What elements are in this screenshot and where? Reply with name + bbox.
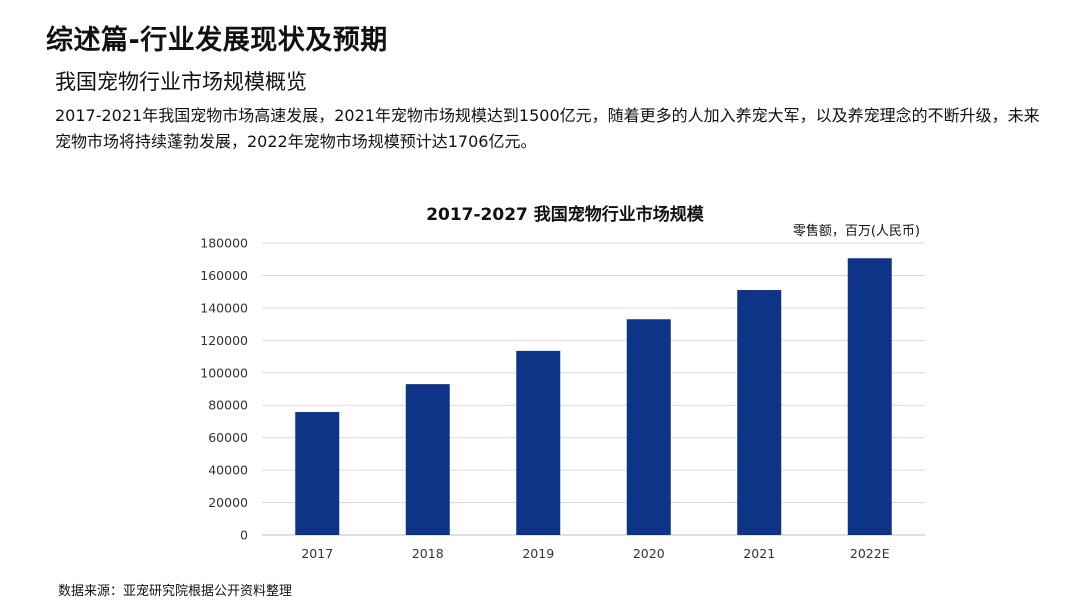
x-tick-label: 2019 — [522, 546, 554, 561]
chart-title: 2017-2027 我国宠物行业市场规模 — [426, 205, 704, 225]
y-axis-ticks: 0 20000 40000 60000 80000 100000 120000 140000 1… — [200, 236, 248, 543]
y-tick-label: 60000 — [208, 430, 248, 445]
y-tick-label: 80000 — [208, 398, 248, 413]
grid-lines — [262, 242, 925, 536]
bar-2020 — [626, 319, 671, 535]
x-tick-label: 2022E — [850, 546, 890, 561]
chart-unit-label: 零售额，百万(人民币) — [792, 224, 920, 239]
bar-2019 — [516, 350, 561, 535]
y-tick-label: 180000 — [200, 236, 248, 251]
bar-2017 — [295, 412, 340, 535]
bars — [295, 258, 892, 535]
bar-2021 — [737, 290, 782, 535]
section-title: 我国宠物行业市场规模概览 — [55, 70, 307, 94]
page-title: 综述篇-行业发展现状及预期 — [46, 25, 388, 56]
y-tick-label: 120000 — [200, 333, 248, 348]
bar-2018 — [405, 384, 450, 535]
y-tick-label: 40000 — [208, 463, 248, 478]
x-tick-label: 2021 — [743, 546, 775, 561]
bar-2022E — [847, 258, 892, 535]
y-tick-label: 20000 — [208, 495, 248, 510]
x-tick-label: 2018 — [412, 546, 444, 561]
x-tick-label: 2017 — [301, 546, 333, 561]
intro-text: 2017-2021年我国宠物市场高速发展，2021年宠物市场规模达到1500亿元… — [55, 106, 1040, 151]
y-tick-label: 0 — [240, 528, 248, 543]
data-source: 数据来源：亚宠研究院根据公开资料整理 — [58, 584, 293, 599]
y-tick-label: 100000 — [200, 365, 248, 380]
y-tick-label: 140000 — [200, 300, 248, 315]
y-tick-label: 160000 — [200, 268, 248, 283]
x-axis-ticks: 2017 2018 2019 2020 2021 2022E — [301, 546, 889, 561]
x-tick-label: 2020 — [633, 546, 665, 561]
